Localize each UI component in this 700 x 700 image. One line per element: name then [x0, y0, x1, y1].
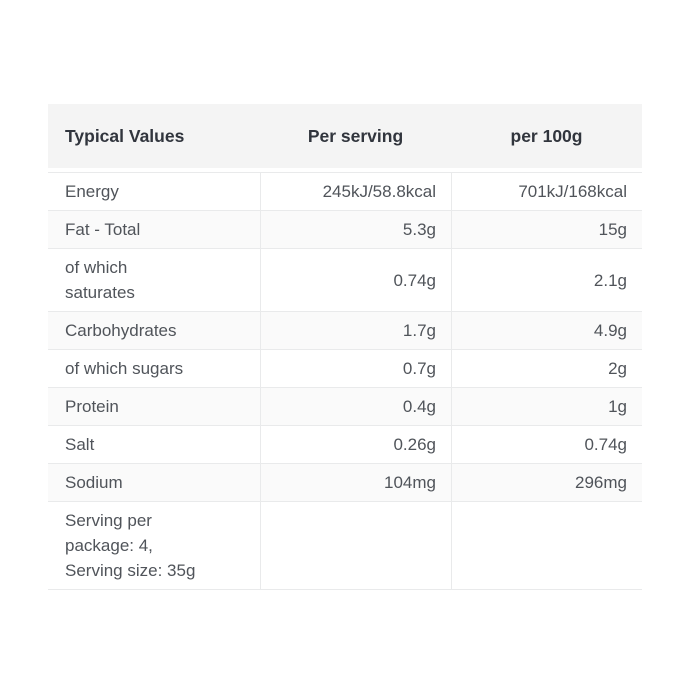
table-row: Fat - Total 5.3g 15g [48, 211, 642, 249]
row-label: Energy [65, 182, 119, 201]
row-value-per-serving: 0.7g [260, 350, 451, 387]
row-value-per-100g: 2.1g [451, 249, 642, 311]
row-label: of which saturates [65, 258, 135, 302]
row-value-per-serving: 0.4g [260, 388, 451, 425]
table-row: Salt 0.26g 0.74g [48, 426, 642, 464]
row-label: Sodium [65, 473, 123, 492]
row-value-per-serving: 0.26g [260, 426, 451, 463]
row-value-per-100g: 296mg [451, 464, 642, 501]
row-value-per-100g: 15g [451, 211, 642, 248]
row-value-per-100g: 4.9g [451, 312, 642, 349]
row-value-per-serving: 0.74g [260, 249, 451, 311]
table-row: Serving per package: 4, Serving size: 35… [48, 502, 642, 590]
table-row: of which saturates 0.74g 2.1g [48, 249, 642, 312]
header-cell-typical-values: Typical Values [65, 125, 185, 146]
row-value-per-serving [260, 502, 451, 589]
table-row: Carbohydrates 1.7g 4.9g [48, 312, 642, 350]
row-value-per-100g [451, 502, 642, 589]
header-cell-per-100g: per 100g [510, 125, 583, 146]
table-body: Energy 245kJ/58.8kcal 701kJ/168kcal Fat … [48, 172, 642, 590]
row-label: Protein [65, 397, 119, 416]
row-value-per-serving: 245kJ/58.8kcal [260, 173, 451, 210]
row-label: Salt [65, 435, 95, 454]
row-value-per-serving: 1.7g [260, 312, 451, 349]
row-label: Serving per package: 4, Serving size: 35… [65, 511, 196, 580]
table-header: Typical Values Per serving per 100g [48, 104, 642, 168]
table-row: Energy 245kJ/58.8kcal 701kJ/168kcal [48, 172, 642, 211]
row-value-per-100g: 1g [451, 388, 642, 425]
header-cell-per-serving: Per serving [307, 125, 404, 146]
row-value-per-100g: 0.74g [451, 426, 642, 463]
row-value-per-serving: 104mg [260, 464, 451, 501]
row-label: Carbohydrates [65, 321, 177, 340]
row-label: of which sugars [65, 359, 184, 378]
nutrition-table: Typical Values Per serving per 100g Ener… [48, 104, 642, 590]
table-row: of which sugars 0.7g 2g [48, 350, 642, 388]
row-label: Fat - Total [65, 220, 141, 239]
table-row: Sodium 104mg 296mg [48, 464, 642, 502]
row-value-per-100g: 2g [451, 350, 642, 387]
table-row: Protein 0.4g 1g [48, 388, 642, 426]
row-value-per-serving: 5.3g [260, 211, 451, 248]
row-value-per-100g: 701kJ/168kcal [451, 173, 642, 210]
